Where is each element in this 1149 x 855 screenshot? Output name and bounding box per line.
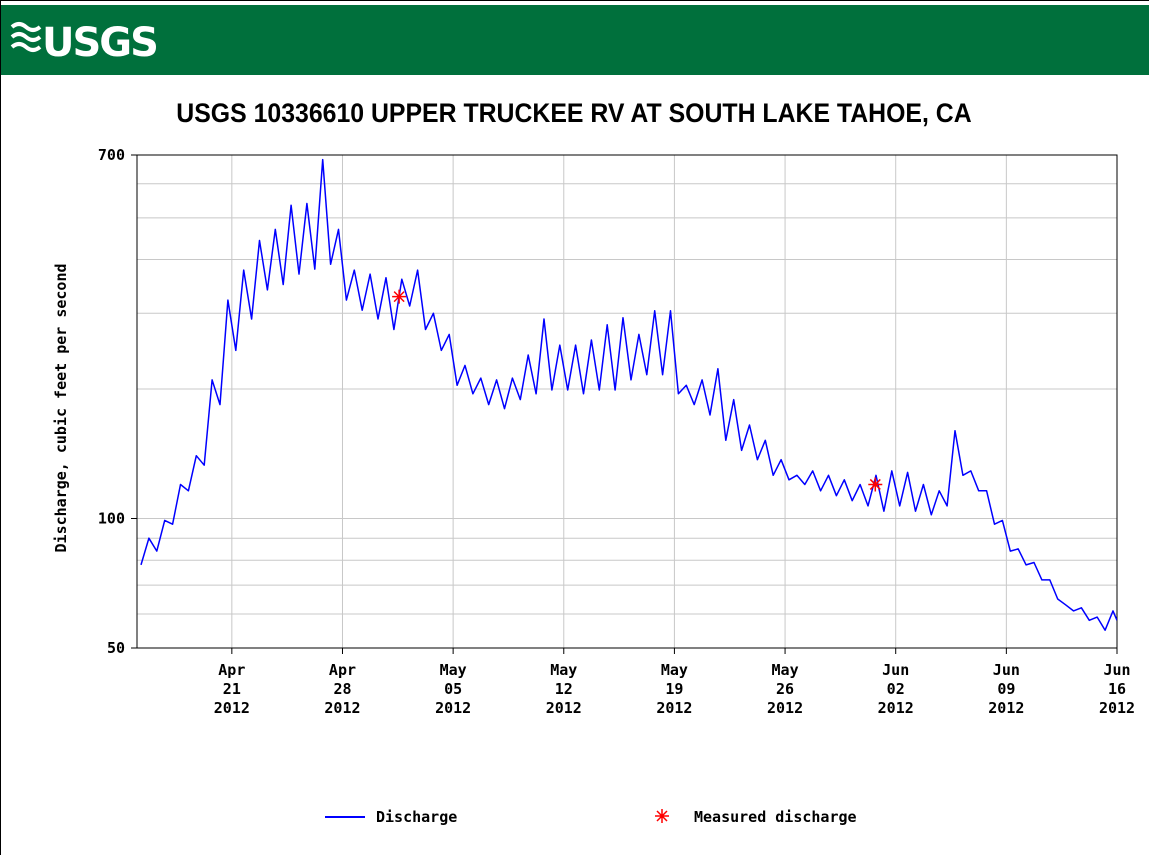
logo: USGS — [42, 20, 157, 66]
x-tick-label: Jun 02 2012 — [878, 661, 914, 717]
x-tick-label: May 05 2012 — [435, 661, 471, 717]
y-tick-label: 100 — [98, 510, 125, 528]
y-tick-label: 700 — [98, 146, 125, 164]
discharge-line — [140, 158, 1117, 631]
legend-marker — [655, 809, 669, 823]
logo-waves — [10, 22, 42, 52]
x-tick-label: May 26 2012 — [767, 661, 803, 717]
x-tick-label: Jun 16 2012 — [1099, 661, 1135, 717]
y-tick-label: 50 — [107, 639, 125, 657]
x-tick-label: Jun 09 2012 — [988, 661, 1024, 717]
x-tick-label: May 19 2012 — [656, 661, 692, 717]
x-tick-label: Apr 21 2012 — [214, 661, 250, 717]
plot-frame — [136, 154, 1118, 649]
legend-label: Measured discharge — [694, 808, 857, 826]
legend-label: Discharge — [376, 808, 457, 826]
measured-point — [868, 477, 883, 492]
measured-point — [392, 289, 407, 304]
x-tick-label: May 12 2012 — [546, 661, 582, 717]
x-tick-label: Apr 28 2012 — [324, 661, 360, 717]
chart-title: USGS 10336610 UPPER TRUCKEE RV AT SOUTH … — [176, 99, 972, 128]
y-axis-label: Discharge, cubic feet per second — [52, 264, 70, 553]
header-bar — [1, 5, 1149, 75]
